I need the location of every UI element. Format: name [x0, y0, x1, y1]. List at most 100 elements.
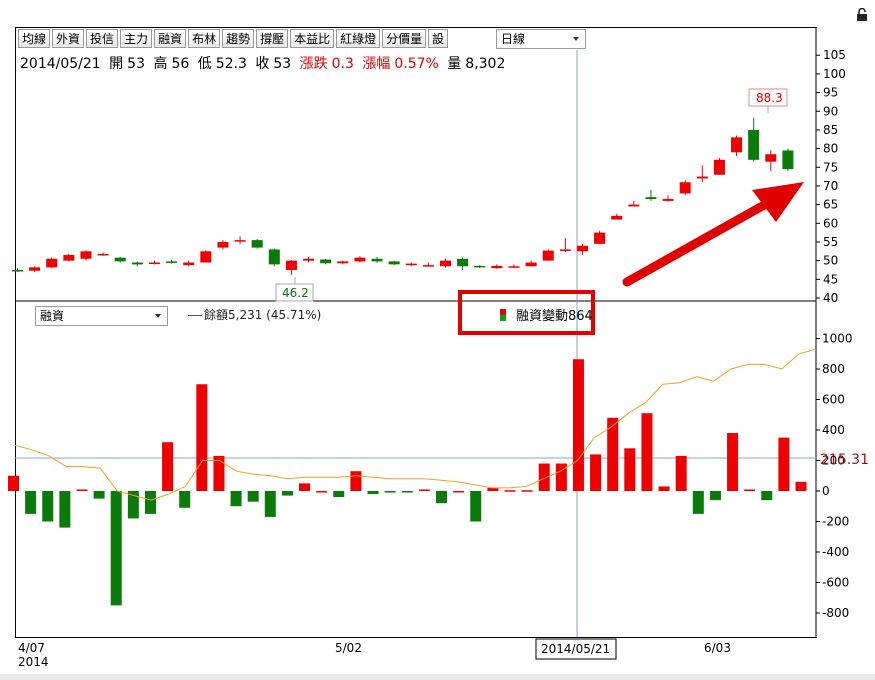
- margin-tick-label: 0: [822, 484, 830, 498]
- bottom-scrollbar[interactable]: [0, 674, 875, 680]
- price-tick-label: 105: [823, 48, 846, 62]
- margin-tick-label: 200: [822, 454, 845, 468]
- candle-body: [217, 241, 229, 248]
- margin-tick-label: -600: [822, 576, 849, 590]
- balance-legend: 餘額5,231 (45.71%): [188, 306, 321, 323]
- x-label-crosshair-date: 2014/05/21: [541, 642, 610, 656]
- price-tick-label: 70: [823, 179, 838, 193]
- toolbar-button-11[interactable]: 設: [428, 29, 449, 48]
- balance-value-label: 215.31: [820, 452, 869, 468]
- candle-body: [542, 250, 554, 261]
- margin-tick-label: 800: [822, 362, 845, 376]
- margin-change-bar: [264, 491, 276, 517]
- info-change-label: 漲跌: [299, 56, 328, 72]
- margin-change-bar: [453, 491, 465, 493]
- period-select[interactable]: 日線: [496, 29, 586, 49]
- red-green-icon: [500, 309, 506, 321]
- toolbar-button-8[interactable]: 本益比: [290, 29, 335, 48]
- margin-change-bar: [487, 487, 499, 491]
- toolbar-button-10[interactable]: 分價量: [382, 29, 427, 48]
- toolbar-button-9[interactable]: 紅綠燈: [336, 29, 381, 48]
- x-label-may02: 5/02: [335, 641, 362, 655]
- margin-change-bar: [555, 463, 567, 491]
- margin-change-bar: [778, 437, 790, 491]
- candle-body: [508, 266, 520, 268]
- margin-change-legend-text: 融資變動864: [516, 309, 593, 324]
- price-tick-label: 80: [823, 142, 838, 156]
- margin-change-legend: 融資變動864: [500, 305, 593, 324]
- margin-change-bar: [25, 491, 37, 514]
- candle-body: [679, 182, 691, 194]
- toolbar-button-3[interactable]: 主力: [120, 29, 153, 48]
- candle-body: [320, 259, 332, 264]
- margin-tick-label: -800: [822, 606, 849, 620]
- toolbar-button-0[interactable]: 均線: [18, 29, 51, 48]
- margin-change-bar: [196, 384, 208, 491]
- candle-body: [628, 204, 640, 207]
- annotations: 88.3 46.2: [275, 88, 804, 335]
- margin-change-bar: [93, 491, 105, 499]
- margin-change-bar: [607, 417, 619, 491]
- indicator-select-value: 融資: [40, 309, 65, 323]
- margin-change-bar: [624, 448, 636, 491]
- margin-change-bar: [641, 413, 653, 491]
- candle-body: [148, 262, 160, 265]
- candle-body: [474, 265, 486, 268]
- price-tick-label: 50: [823, 254, 838, 268]
- indicator-select[interactable]: 融資: [35, 306, 168, 326]
- margin-change-bar: [418, 489, 430, 491]
- info-open: 53: [127, 56, 145, 72]
- toolbar-button-4[interactable]: 融資: [154, 29, 187, 48]
- toolbar-button-6[interactable]: 趨勢: [222, 29, 255, 48]
- price-tick-label: 45: [823, 272, 838, 286]
- margin-change-bar: [350, 471, 362, 491]
- margin-change-bar: [179, 491, 191, 508]
- candle-body: [303, 258, 315, 261]
- candle-body: [80, 251, 92, 259]
- margin-change-bar: [110, 491, 122, 606]
- margin-change-bar: [658, 486, 670, 491]
- candle-body: [748, 129, 760, 160]
- candle-body: [200, 251, 212, 263]
- margin-change-bar: [572, 359, 584, 491]
- margin-change-bar: [744, 489, 756, 491]
- max-price-value: 88.3: [756, 91, 783, 105]
- candle-body: [457, 258, 469, 267]
- candle-body: [559, 249, 571, 251]
- period-select-value: 日線: [501, 32, 526, 46]
- candle-body: [183, 262, 195, 266]
- candle-body: [611, 215, 623, 220]
- margin-change-bar: [436, 491, 447, 504]
- unlock-icon[interactable]: [856, 8, 868, 22]
- chevron-down-icon: [155, 314, 161, 318]
- margin-change-bar: [8, 475, 19, 491]
- candle-body: [12, 269, 23, 272]
- candle-body: [354, 257, 366, 262]
- info-pct: 0.57%: [394, 56, 439, 72]
- y-axis-ticks: 40 45 50 55 60 65 70 75 80 85 90 95 100 105 -800 -600 -4…: [816, 48, 869, 620]
- margin-tick-label: 600: [822, 393, 845, 407]
- info-low: 52.3: [215, 56, 247, 72]
- balance-line-series: [14, 348, 817, 501]
- candle-body: [782, 150, 794, 170]
- margin-change-bar: [162, 442, 174, 491]
- margin-change-bar: [76, 489, 88, 491]
- toolbar-button-5[interactable]: 布林: [188, 29, 221, 48]
- margin-change-bar: [213, 455, 225, 491]
- price-tick-label: 60: [823, 216, 838, 230]
- margin-change-bar: [521, 490, 533, 492]
- candle-body: [662, 199, 674, 201]
- margin-change-bar: [590, 454, 602, 491]
- toolbar-button-1[interactable]: 外資: [52, 29, 85, 48]
- x-label-jun03: 6/03: [704, 641, 731, 655]
- candle-body: [46, 258, 58, 268]
- margin-change-bar: [144, 491, 156, 514]
- toolbar-button-2[interactable]: 投信: [86, 29, 119, 48]
- candle-body: [405, 263, 417, 266]
- candle-body: [131, 262, 143, 265]
- candle-body: [731, 137, 743, 153]
- info-low-label: 低: [197, 56, 212, 72]
- candle-body: [251, 240, 263, 248]
- toolbar-button-7[interactable]: 撐壓: [256, 29, 289, 48]
- candle-body: [29, 267, 41, 271]
